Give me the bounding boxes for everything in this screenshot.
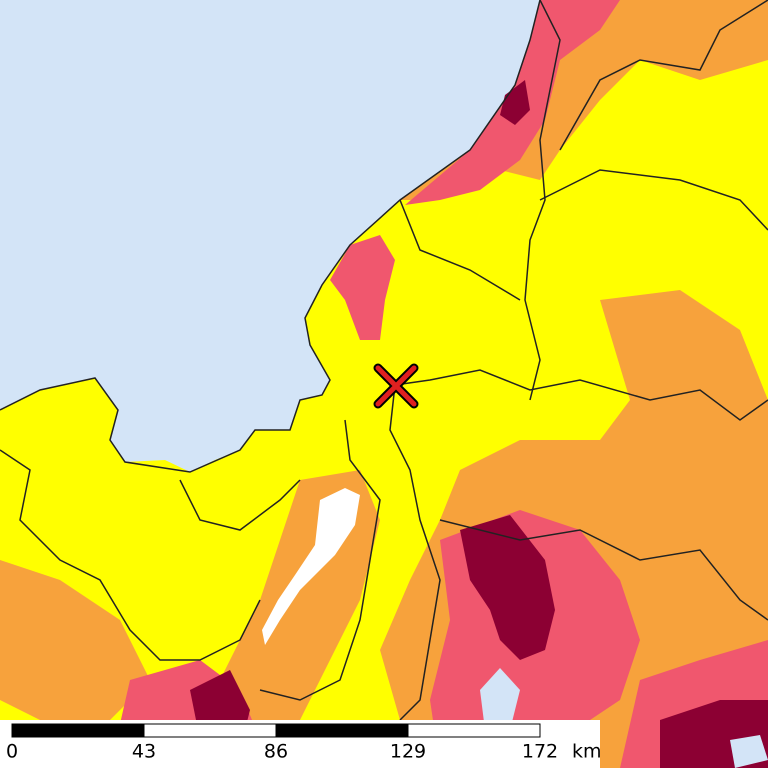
bay [480,668,520,730]
bay [730,735,768,768]
scale-segment [143,723,277,738]
scale-unit: km [572,741,602,763]
epicenter-marker [373,363,419,409]
scale-segment [275,723,409,738]
scale-label: 0 [6,741,18,763]
scale-segment [11,723,145,738]
scale-label: 172 [522,741,558,763]
zone-darkred [460,515,555,660]
scale-bar: 0 43 86 129 172 km [0,720,602,768]
scale-label: 129 [390,741,426,763]
zone-darkred [500,80,530,125]
lake [262,488,360,645]
scale-segment [407,723,541,738]
scale-label: 43 [132,741,156,763]
zone-pink [330,235,395,340]
zone-orange [0,560,150,720]
boundaries [0,0,768,721]
scale-label: 86 [264,741,288,763]
